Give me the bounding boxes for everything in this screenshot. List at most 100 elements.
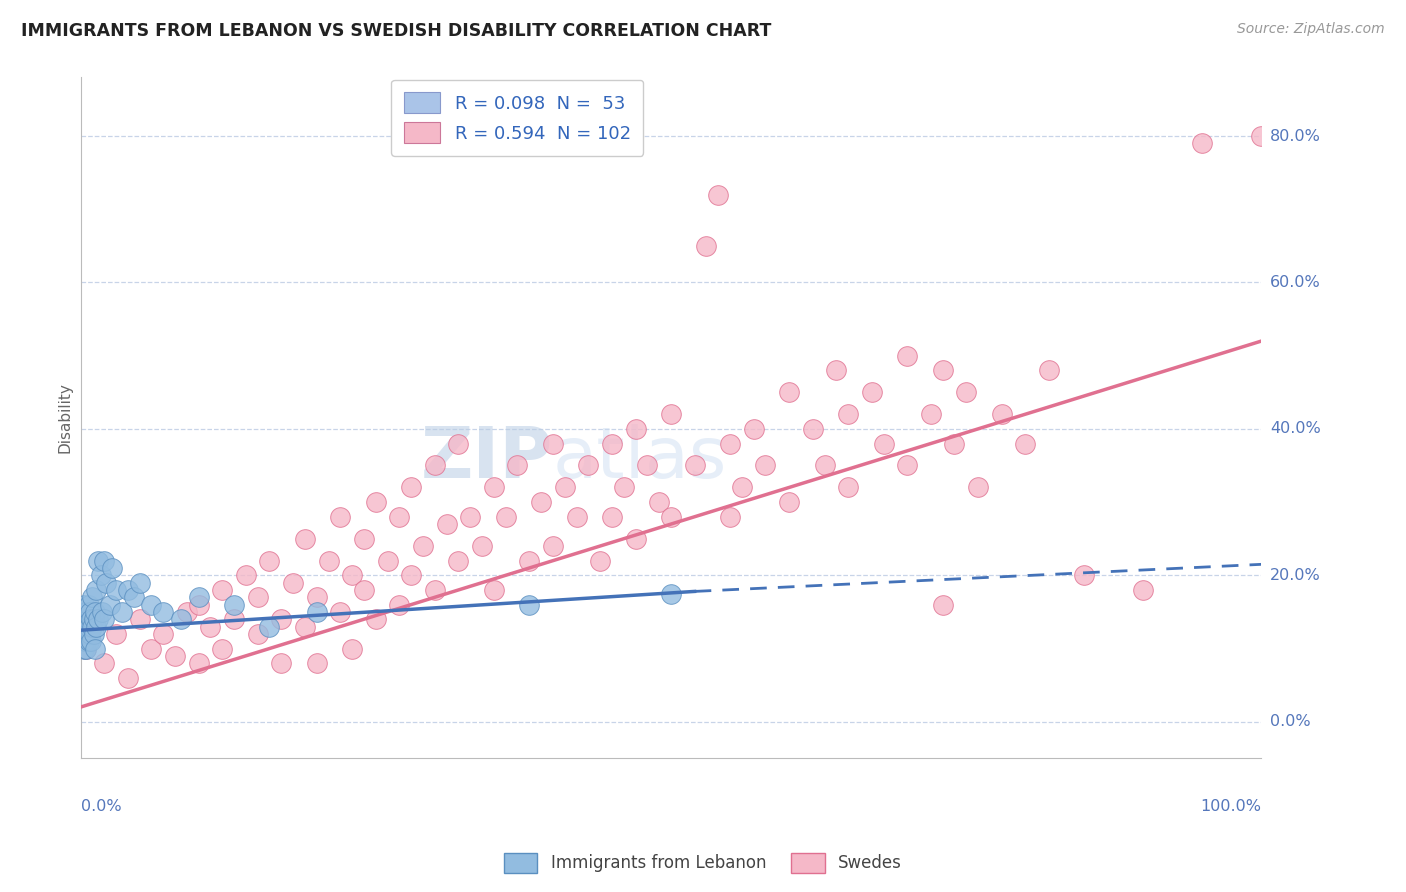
Legend: Immigrants from Lebanon, Swedes: Immigrants from Lebanon, Swedes <box>498 847 908 880</box>
Point <box>1038 363 1060 377</box>
Point <box>600 436 623 450</box>
Point <box>447 436 470 450</box>
Point <box>731 480 754 494</box>
Point <box>200 619 222 633</box>
Point <box>75 605 97 619</box>
Point <box>141 641 163 656</box>
Point <box>920 407 942 421</box>
Point <box>82 619 104 633</box>
Text: 100.0%: 100.0% <box>1201 799 1261 814</box>
Point <box>90 605 112 619</box>
Point <box>778 385 800 400</box>
Point <box>75 627 97 641</box>
Point <box>718 509 741 524</box>
Point <box>340 641 363 656</box>
Text: Source: ZipAtlas.com: Source: ZipAtlas.com <box>1237 22 1385 37</box>
Point <box>825 363 848 377</box>
Point <box>318 554 340 568</box>
Point <box>82 619 104 633</box>
Point <box>931 363 953 377</box>
Point <box>70 605 93 619</box>
Point <box>77 634 100 648</box>
Point <box>246 627 269 641</box>
Point <box>636 458 658 473</box>
Point <box>141 598 163 612</box>
Text: ZIP: ZIP <box>420 425 553 493</box>
Point <box>259 619 281 633</box>
Point <box>170 612 193 626</box>
Y-axis label: Disability: Disability <box>58 383 72 453</box>
Point <box>128 575 150 590</box>
Point <box>388 598 411 612</box>
Point <box>152 627 174 641</box>
Text: 0.0%: 0.0% <box>80 799 121 814</box>
Point <box>860 385 883 400</box>
Point <box>495 509 517 524</box>
Point <box>98 598 121 612</box>
Point <box>482 582 505 597</box>
Point <box>305 656 328 670</box>
Point <box>80 612 103 626</box>
Point <box>222 598 245 612</box>
Point <box>73 641 96 656</box>
Point <box>117 582 139 597</box>
Point <box>83 605 105 619</box>
Point <box>458 509 481 524</box>
Point <box>222 612 245 626</box>
Point <box>624 422 647 436</box>
Point <box>659 407 682 421</box>
Point <box>872 436 894 450</box>
Point <box>541 539 564 553</box>
Point <box>423 582 446 597</box>
Point <box>990 407 1012 421</box>
Point <box>377 554 399 568</box>
Point <box>517 598 540 612</box>
Point <box>104 582 127 597</box>
Text: 40.0%: 40.0% <box>1270 421 1320 436</box>
Point <box>96 575 118 590</box>
Point <box>87 554 110 568</box>
Point <box>659 586 682 600</box>
Point <box>93 612 115 626</box>
Point <box>187 591 209 605</box>
Point <box>659 509 682 524</box>
Point <box>211 582 233 597</box>
Point <box>128 612 150 626</box>
Point <box>79 605 101 619</box>
Point <box>152 605 174 619</box>
Point <box>695 239 717 253</box>
Point <box>75 641 97 656</box>
Point <box>517 554 540 568</box>
Point <box>73 619 96 633</box>
Point <box>541 436 564 450</box>
Point <box>83 627 105 641</box>
Point <box>329 509 352 524</box>
Point <box>117 671 139 685</box>
Point <box>837 480 859 494</box>
Point <box>70 619 93 633</box>
Point <box>187 656 209 670</box>
Point <box>305 591 328 605</box>
Point <box>683 458 706 473</box>
Point <box>80 634 103 648</box>
Point <box>931 598 953 612</box>
Point <box>482 480 505 494</box>
Point <box>87 612 110 626</box>
Text: 80.0%: 80.0% <box>1270 128 1320 144</box>
Point <box>84 582 107 597</box>
Point <box>896 458 918 473</box>
Point <box>75 641 97 656</box>
Point <box>93 554 115 568</box>
Text: IMMIGRANTS FROM LEBANON VS SWEDISH DISABILITY CORRELATION CHART: IMMIGRANTS FROM LEBANON VS SWEDISH DISAB… <box>21 22 772 40</box>
Point <box>624 532 647 546</box>
Point <box>1132 582 1154 597</box>
Point <box>353 532 375 546</box>
Point <box>412 539 434 553</box>
Point <box>955 385 977 400</box>
Point <box>707 187 730 202</box>
Point <box>648 495 671 509</box>
Point <box>75 612 97 626</box>
Point <box>613 480 636 494</box>
Point <box>90 568 112 582</box>
Point <box>718 436 741 450</box>
